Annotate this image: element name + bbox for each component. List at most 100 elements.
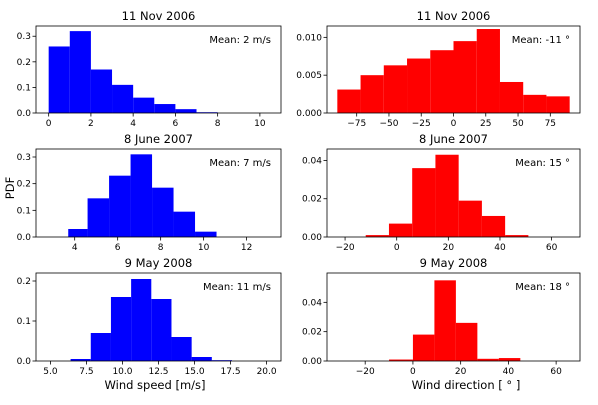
x-tick-label: 7.5	[79, 367, 93, 377]
bar	[195, 231, 217, 237]
y-tick-label: 0.00	[302, 357, 322, 367]
x-tick-label: 20	[455, 367, 467, 377]
y-tick-label: 0.04	[302, 298, 322, 308]
x-tick-label: 40	[494, 243, 506, 253]
bar	[476, 29, 500, 114]
bar	[477, 358, 499, 361]
panel-title: 9 May 2008	[420, 256, 488, 270]
y-tick-label: 0.3	[17, 153, 31, 163]
x-tick-label: 6	[173, 119, 179, 129]
mean-annotation: Mean: 7 m/s	[209, 158, 271, 169]
x-tick-label: 0	[394, 243, 400, 253]
bar	[458, 200, 482, 237]
x-tick-label: 10	[198, 243, 210, 253]
bar	[151, 299, 172, 361]
panel-1: 0 2 4 6 8 10 0.0 0.1 0.2 0.3 11 Nov 2006 Mean: 2 m/…	[17, 9, 282, 129]
bar	[498, 358, 521, 361]
x-tick-label: 60	[550, 367, 562, 377]
bar	[152, 187, 174, 237]
mean-annotation: Mean: 18 °	[515, 282, 570, 293]
y-tick-label: 0.1	[17, 83, 31, 93]
bar	[109, 175, 131, 237]
bar	[430, 50, 454, 113]
bar	[90, 333, 111, 361]
x-tick-label: 8	[215, 119, 221, 129]
bar	[131, 279, 152, 361]
panel-title: 9 May 2008	[125, 256, 193, 270]
y-tick-label: 0.2	[17, 277, 31, 287]
panel-5: 5.0 7.5 10.0 12.5 15.0 17.5 20.0 0.0 0.1 0.2 9 May…	[17, 256, 282, 377]
x-tick-label: −75	[347, 119, 366, 129]
bar	[453, 41, 477, 114]
x-tick-label: −20	[336, 243, 355, 253]
bar	[412, 334, 435, 361]
x-tick-label: 25	[480, 119, 491, 129]
mean-annotation: Mean: 11 m/s	[203, 282, 271, 293]
axes-frame	[35, 25, 282, 114]
y-tick-label: 0.04	[302, 156, 322, 166]
x-tick-label: 12	[241, 243, 252, 253]
y-tick-label: 0.000	[296, 109, 322, 119]
bar	[383, 65, 408, 113]
bar	[133, 97, 155, 113]
bar	[110, 297, 132, 361]
x-tick-label: 75	[545, 119, 556, 129]
bar	[412, 168, 436, 237]
x-tick-label: 10.0	[112, 367, 132, 377]
bar	[130, 154, 153, 237]
x-tick-label: −25	[412, 119, 431, 129]
bar	[175, 109, 197, 113]
x-tick-label: 0	[46, 119, 52, 129]
y-axis-label: PDF	[3, 177, 17, 199]
x-tick-label: 40	[503, 367, 515, 377]
bar	[505, 235, 529, 237]
bar	[407, 58, 431, 113]
bar	[68, 229, 88, 237]
bar	[48, 46, 70, 113]
bar	[173, 211, 196, 237]
y-tick-label: 0.3	[17, 32, 31, 42]
y-tick-label: 0.00	[302, 233, 322, 243]
y-tick-label: 0.0	[17, 357, 32, 367]
panel-title: 8 June 2007	[124, 132, 193, 146]
y-tick-label: 0.02	[302, 195, 322, 205]
x-tick-label: 4	[130, 119, 136, 129]
x-tick-label: 12.5	[148, 367, 168, 377]
bar	[435, 154, 459, 237]
bar	[455, 322, 478, 361]
bar	[360, 75, 384, 113]
x-tick-label: 0	[451, 119, 457, 129]
x-tick-label: −50	[379, 119, 398, 129]
panel-3: 4 6 8 10 12 0.0 0.1 0.2 0.3 8 June 2007 Mean: 7 m/…	[17, 132, 282, 253]
bar	[112, 84, 134, 113]
bar	[434, 280, 456, 361]
x-tick-label: 0	[410, 367, 416, 377]
y-tick-label: 0.1	[17, 206, 31, 216]
y-tick-label: 0.005	[296, 71, 322, 81]
y-tick-label: 0.02	[302, 328, 322, 338]
x-tick-label: 10	[254, 119, 266, 129]
x-tick-label: 6	[115, 243, 121, 253]
panel-title: 8 June 2007	[419, 132, 488, 146]
x-tick-label: −20	[356, 367, 375, 377]
x-tick-label: 60	[546, 243, 558, 253]
x-tick-label: 2	[88, 119, 94, 129]
bar	[499, 81, 524, 113]
x-tick-label: 20	[443, 243, 455, 253]
bar	[388, 223, 413, 237]
panel-title: 11 Nov 2006	[417, 9, 491, 23]
x-tick-label: 20.0	[257, 367, 277, 377]
axes-frame	[326, 148, 581, 238]
bar	[69, 31, 91, 114]
y-tick-label: 0.010	[296, 33, 322, 43]
bar	[87, 198, 110, 237]
x-tick-label: 8	[158, 243, 164, 253]
bar	[481, 215, 506, 237]
x-tick-label: 5.0	[43, 367, 58, 377]
x-tick-label: 4	[72, 243, 78, 253]
bar	[154, 104, 176, 113]
mean-annotation: Mean: -11 °	[512, 35, 570, 46]
bar	[90, 69, 113, 113]
panel-title: 11 Nov 2006	[122, 9, 196, 23]
